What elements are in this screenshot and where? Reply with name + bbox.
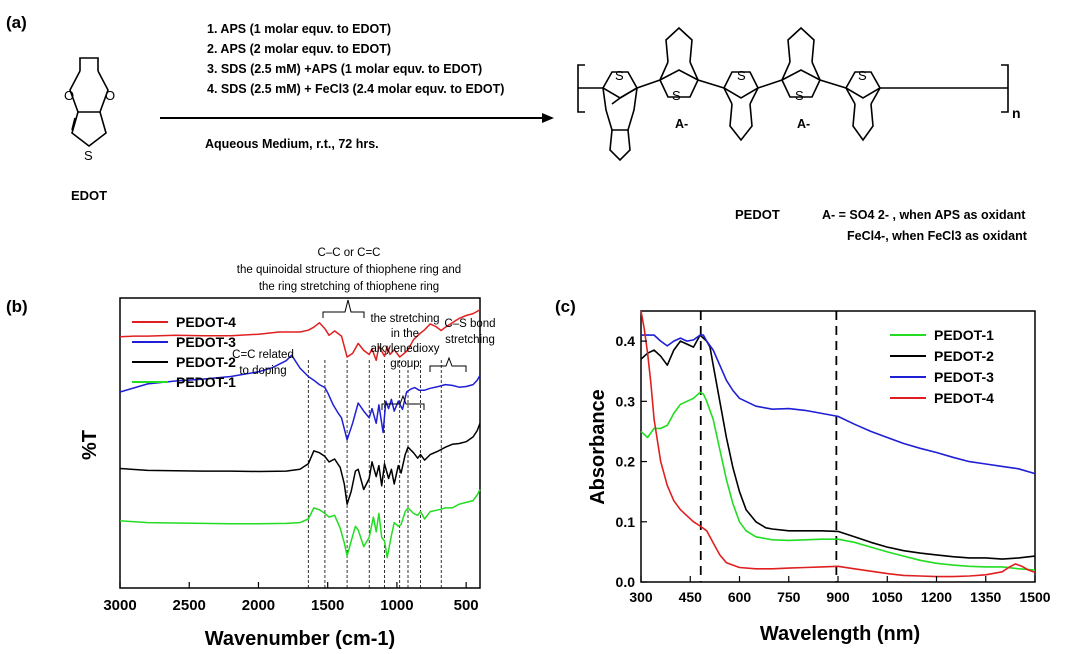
atom-label: S (615, 68, 624, 83)
annotation-alkylenedioxy-line1: the stretching (370, 313, 439, 325)
ftir-legend: PEDOT-4 PEDOT-3 PEDOT-2 PEDOT-1 (132, 314, 236, 390)
condition-3: 3. SDS (2.5 mM) +APS (1 molar equv. to E… (207, 62, 482, 76)
ftir-series-pedot-3 (119, 354, 481, 441)
counterion-label-2: A- (797, 117, 810, 131)
legend-label-pedot-3: PEDOT-3 (934, 369, 994, 385)
ftir-y-axis-title: %T (79, 430, 101, 460)
ftir-series-group (119, 308, 481, 559)
legend-label-pedot-4: PEDOT-4 (934, 390, 994, 406)
annotation-cs-line1: C–S bond (444, 318, 495, 330)
ftir-x-tick-label-2500: 2500 (173, 597, 206, 614)
condition-1: 1. APS (1 molar equv. to EDOT) (207, 22, 391, 36)
uvvis-x-tick-label-900: 900 (826, 589, 850, 605)
uvvis-series-pedot-3 (641, 334, 1036, 475)
ftir-marker-lines (307, 360, 442, 588)
ftir-chart: (b) 3000 2500 2000 1500 1000 500 Wavenumber (… (6, 247, 496, 650)
panel-b-label: (b) (6, 297, 28, 316)
ftir-x-tick-label-1500: 1500 (311, 597, 344, 614)
atom-label: S (858, 68, 867, 83)
uvvis-series-pedot-1 (640, 391, 1036, 571)
uvvis-x-axis-title: Wavelength (nm) (760, 623, 920, 645)
ftir-x-tick-label-2000: 2000 (242, 597, 275, 614)
pedot-label: PEDOT (735, 207, 780, 222)
ftir-x-tick-label-500: 500 (454, 597, 479, 614)
annotation-quinoidal-line3: the ring stretching of thiophene ring (259, 281, 439, 293)
uvvis-series-pedot-4 (640, 310, 1036, 578)
atom-label: S (672, 88, 681, 103)
legend-label-pedot-4: PEDOT-4 (176, 314, 236, 330)
atom-label: O (64, 88, 74, 103)
annotation-alkylenedioxy-line2: in the (391, 328, 419, 340)
ftir-series-pedot-1 (119, 489, 481, 559)
condition-2: 2. APS (2 molar equv. to EDOT) (207, 42, 391, 56)
uvvis-y-axis-title: Absorbance (587, 389, 609, 505)
atom-label: S (795, 88, 804, 103)
ftir-series-pedot-2 (119, 423, 481, 505)
uvvis-x-tick-label-1350: 1350 (970, 589, 1001, 605)
annotation-alkylenedioxy-line3: alkylenedioxy (370, 343, 439, 355)
annotation-quinoidal-bracket (322, 299, 365, 318)
anion-aps-note: A- = SO4 2- , when APS as oxidant (822, 208, 1026, 222)
uvvis-y-tick-label-0.4: 0.4 (616, 333, 636, 349)
uvvis-x-tick-label-300: 300 (629, 589, 653, 605)
anion-fecl3-note: FeCl4-, when FeCl3 as oxidant (847, 229, 1028, 243)
annotation-quinoidal-line2: the quinoidal structure of thiophene rin… (237, 264, 461, 276)
pedot-structure (577, 26, 1009, 162)
uvvis-x-tick-label-750: 750 (777, 589, 801, 605)
atom-label: S (737, 68, 746, 83)
uvvis-y-tick-label-0.1: 0.1 (616, 514, 636, 530)
uvvis-chart: (c) 300 450 600 750 900 1050 1200 1350 1500 0.00… (555, 297, 1051, 645)
ftir-x-tick-label-1000: 1000 (380, 597, 413, 614)
annotation-cs-bracket (429, 356, 467, 372)
uvvis-y-axis: 0.0 0.1 0.2 0.3 0.4 (616, 333, 647, 590)
annotation-doping-line1: C=C related (232, 349, 294, 361)
uvvis-y-tick-label-0.2: 0.2 (616, 454, 636, 470)
atom-label: O (105, 88, 115, 103)
ftir-annotations: C–C or C=C the quinoidal structure of th… (232, 247, 496, 410)
uvvis-x-tick-label-1050: 1050 (872, 589, 903, 605)
atom-label: S (84, 148, 93, 163)
annotation-alkylenedioxy-bracket (381, 394, 425, 410)
uvvis-series-group (640, 310, 1036, 578)
counterion-label-1: A- (675, 117, 688, 131)
uvvis-x-tick-label-600: 600 (728, 589, 752, 605)
uvvis-x-axis: 300 450 600 750 900 1050 1200 1350 1500 (629, 576, 1051, 605)
scheme-panel: (a) O O S EDOT 1. APS (1 molar equv. to … (6, 13, 1028, 243)
annotation-doping-line2: to doping (239, 365, 286, 377)
edot-label: EDOT (71, 188, 107, 203)
legend-label-pedot-1: PEDOT-1 (176, 374, 236, 390)
uvvis-dashed-lines (699, 311, 838, 582)
uvvis-x-tick-label-450: 450 (679, 589, 703, 605)
uvvis-legend: PEDOT-1 PEDOT-2 PEDOT-3 PEDOT-4 (890, 327, 994, 406)
uvvis-x-tick-label-1500: 1500 (1019, 589, 1050, 605)
uvvis-series-pedot-2 (640, 334, 1036, 560)
legend-label-pedot-2: PEDOT-2 (934, 348, 994, 364)
ftir-x-tick-label-3000: 3000 (103, 597, 136, 614)
panel-a-label: (a) (6, 13, 27, 32)
annotation-quinoidal-line1: C–C or C=C (318, 247, 381, 259)
annotation-cs-line2: stretching (445, 334, 495, 346)
reaction-medium: Aqueous Medium, r.t., 72 hrs. (205, 137, 379, 151)
ftir-x-axis: 3000 2500 2000 1500 1000 500 (103, 582, 479, 614)
legend-label-pedot-1: PEDOT-1 (934, 327, 994, 343)
annotation-alkylenedioxy-line4: group (390, 358, 419, 370)
panel-c-label: (c) (555, 297, 576, 316)
legend-label-pedot-2: PEDOT-2 (176, 354, 236, 370)
uvvis-x-tick-label-1200: 1200 (921, 589, 952, 605)
repeat-unit-n: n (1012, 105, 1021, 121)
legend-label-pedot-3: PEDOT-3 (176, 334, 236, 350)
ftir-plot-frame (119, 297, 481, 589)
uvvis-y-tick-label-0: 0.0 (616, 574, 636, 590)
condition-4: 4. SDS (2.5 mM) + FeCl3 (2.4 molar equv.… (207, 82, 504, 96)
uvvis-y-tick-label-0.3: 0.3 (616, 393, 636, 409)
ftir-series-pedot-4 (119, 308, 481, 362)
edot-structure (69, 57, 109, 148)
ftir-x-axis-title: Wavenumber (cm-1) (205, 628, 395, 650)
